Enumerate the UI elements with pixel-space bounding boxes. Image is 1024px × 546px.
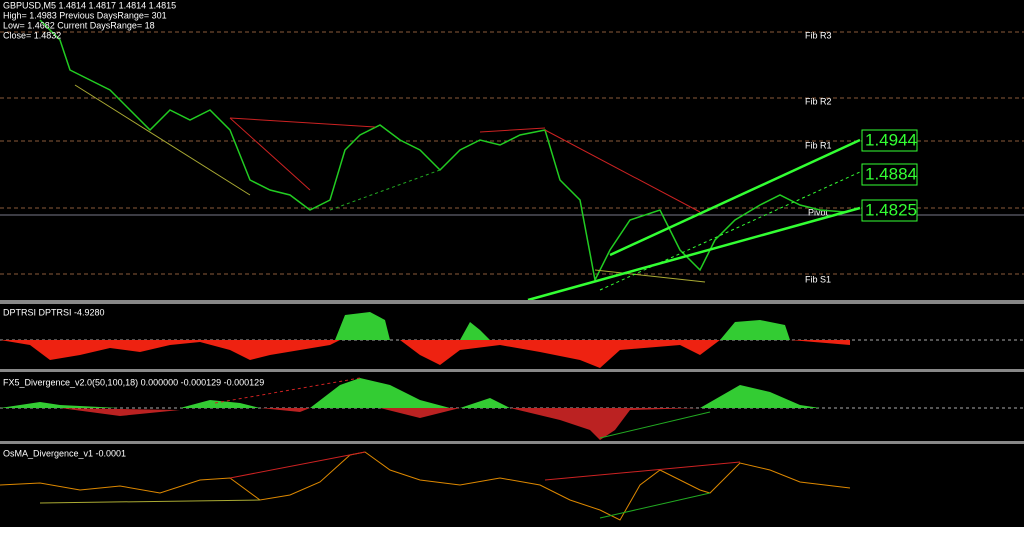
level-label: Fib R1 [805, 140, 832, 150]
pane-title: FX5_Divergence_v2.0(50,100,18) 0.000000 … [3, 377, 264, 387]
divergence-line [229, 451, 366, 479]
divergence-line [599, 411, 711, 439]
price-box [861, 129, 918, 152]
divergence-line [544, 461, 741, 481]
pane-title: DPTRSI DPTRSI -4.9280 [3, 307, 105, 317]
price-box [861, 199, 918, 222]
histogram-neg [0, 340, 340, 360]
header-line: Low= 1.4682 Current DaysRange= 18 [3, 20, 155, 30]
header-line: High= 1.4983 Previous DaysRange= 301 [3, 10, 167, 20]
osma-line [0, 451, 851, 521]
price-label: 1.4825 [865, 200, 917, 219]
histogram-pos [335, 312, 790, 340]
fib-levels [0, 31, 1024, 275]
level-label: Pivot [808, 207, 829, 217]
price-label: 1.4944 [865, 130, 917, 149]
background [0, 0, 1024, 527]
histogram-pos [0, 378, 820, 408]
header-line: GBPUSD,M5 1.4814 1.4817 1.4814 1.4815 [3, 0, 176, 10]
price-series [39, 19, 846, 283]
header-line: Close= 1.4832 [3, 30, 61, 40]
level-label: Fib R3 [805, 30, 832, 40]
pane-separators [0, 300, 1024, 444]
price-box [861, 163, 918, 186]
divergence-line [214, 377, 361, 404]
level-label: Fib R2 [805, 96, 832, 106]
level-label: Fib S1 [805, 274, 831, 284]
price-label: 1.4884 [865, 164, 917, 183]
channel [527, 138, 861, 302]
histogram-neg [60, 408, 855, 440]
pane-title: OsMA_Divergence_v1 -0.0001 [3, 448, 126, 458]
divergence-lines [74, 84, 706, 283]
histogram-neg [400, 340, 850, 368]
divergence-line [599, 492, 711, 519]
divergence-line [39, 499, 261, 504]
